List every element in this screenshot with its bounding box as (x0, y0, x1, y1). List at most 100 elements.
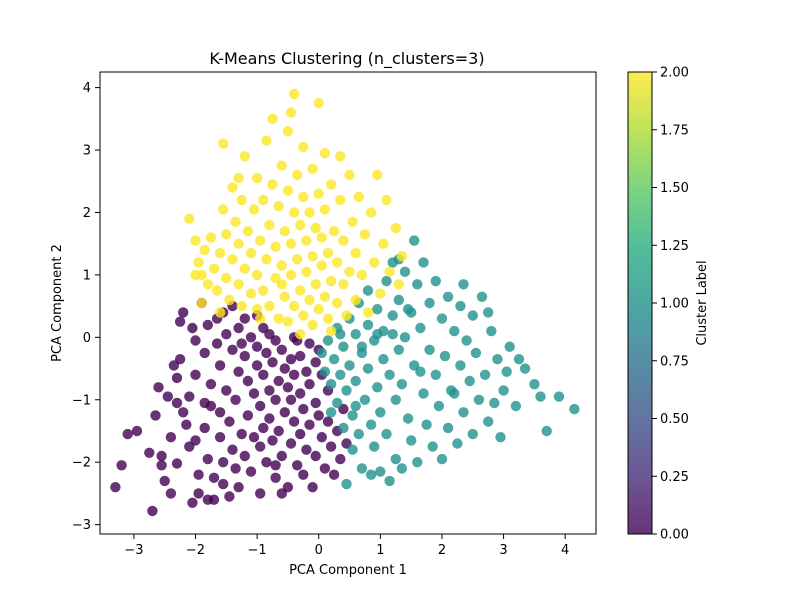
cluster-0-point (248, 388, 260, 399)
cluster-2-point (218, 204, 229, 215)
cluster-0-point (239, 350, 250, 362)
cluster-1-point (347, 444, 358, 455)
cluster-0-point (205, 379, 217, 390)
cluster-0-point (218, 478, 229, 490)
cluster-1-point (384, 369, 395, 380)
cluster-0-point (190, 369, 201, 380)
cluster-2-point (255, 235, 266, 246)
cluster-0-point (298, 403, 309, 415)
cluster-2-point (233, 238, 244, 249)
cluster-2-point (335, 194, 346, 206)
cluster-2-point (341, 310, 352, 321)
y-tick-label: −2 (72, 456, 91, 471)
cluster-2-point (393, 279, 404, 290)
cluster-2-point (261, 135, 272, 146)
x-axis-label: PCA Component 1 (289, 563, 407, 578)
cluster-2-point (378, 238, 389, 249)
cluster-0-point (285, 394, 297, 405)
cluster-2-point (288, 88, 300, 100)
cluster-0-point (245, 332, 257, 343)
x-tick-label: −2 (186, 543, 205, 558)
cluster-1-point (350, 329, 361, 340)
cluster-2-point (298, 310, 309, 321)
cluster-2-point (307, 319, 318, 331)
cluster-2-point (298, 191, 309, 203)
cluster-0-point (258, 322, 269, 334)
cluster-0-point (156, 460, 167, 471)
cluster-1-point (409, 235, 420, 246)
colorbar-tick-label: 0.00 (660, 528, 689, 543)
cluster-1-point (362, 285, 374, 296)
cluster-2-point (236, 194, 247, 206)
cluster-2-point (292, 169, 303, 181)
cluster-0-point (316, 432, 327, 443)
cluster-2-point (258, 285, 269, 296)
cluster-2-point (221, 229, 232, 240)
cluster-1-point (393, 344, 404, 355)
cluster-1-point (449, 325, 460, 337)
cluster-0-point (214, 432, 226, 443)
cluster-1-point (344, 360, 355, 371)
cluster-1-point (452, 438, 463, 449)
y-tick-label: 3 (83, 144, 91, 159)
cluster-0-point (273, 375, 284, 387)
cluster-0-point (292, 460, 303, 471)
y-tick-label: −3 (72, 518, 91, 533)
cluster-2-point (233, 172, 244, 184)
cluster-2-point (267, 113, 278, 125)
cluster-0-point (258, 422, 269, 434)
cluster-0-point (159, 475, 170, 487)
cluster-2-point (273, 313, 284, 324)
cluster-2-point (304, 207, 315, 218)
cluster-0-point (282, 382, 294, 393)
cluster-2-point (350, 247, 361, 259)
cluster-1-point (406, 435, 417, 446)
cluster-1-point (498, 385, 509, 396)
cluster-2-point (316, 260, 327, 271)
cluster-2-point (258, 194, 269, 206)
chart-title: K-Means Clustering (n_clusters=3) (209, 49, 484, 69)
cluster-1-point (399, 266, 411, 277)
cluster-2-point (270, 241, 281, 252)
cluster-0-point (214, 407, 226, 418)
cluster-1-point (464, 375, 475, 387)
cluster-0-point (150, 410, 161, 421)
cluster-1-point (347, 410, 358, 421)
cluster-0-point (221, 385, 232, 396)
cluster-1-point (335, 329, 346, 340)
cluster-2-point (350, 294, 361, 306)
cluster-1-point (322, 335, 334, 346)
cluster-0-point (285, 354, 297, 365)
cluster-0-point (202, 453, 213, 465)
cluster-0-point (153, 382, 164, 393)
cluster-0-point (181, 419, 192, 430)
cluster-2-point (208, 263, 220, 274)
cluster-0-point (255, 488, 266, 499)
cluster-0-point (187, 497, 198, 508)
cluster-0-point (239, 450, 250, 462)
cluster-2-point (276, 160, 287, 171)
x-tick-label: 3 (499, 543, 507, 558)
cluster-2-point (325, 179, 337, 190)
cluster-1-point (412, 279, 423, 290)
cluster-2-point (372, 169, 383, 181)
cluster-0-point (230, 463, 241, 474)
cluster-0-point (273, 425, 284, 437)
colorbar-tick-label: 1.25 (660, 239, 689, 254)
cluster-0-point (187, 322, 198, 334)
cluster-2-point (251, 269, 263, 281)
cluster-0-point (162, 391, 173, 402)
x-axis: −3 −2 −1 0 1 2 3 4 (124, 534, 569, 558)
cluster-1-point (439, 350, 451, 362)
cluster-2-point (267, 179, 278, 190)
cluster-2-point (190, 235, 201, 246)
cluster-0-point (251, 341, 263, 352)
cluster-1-point (492, 354, 503, 365)
cluster-1-point (504, 341, 515, 352)
cluster-1-point (372, 329, 383, 340)
cluster-1-point (467, 428, 478, 440)
cluster-2-point (224, 294, 235, 306)
y-tick-label: 0 (83, 331, 91, 346)
cluster-2-point (285, 238, 297, 249)
cluster-0-point (276, 450, 287, 462)
